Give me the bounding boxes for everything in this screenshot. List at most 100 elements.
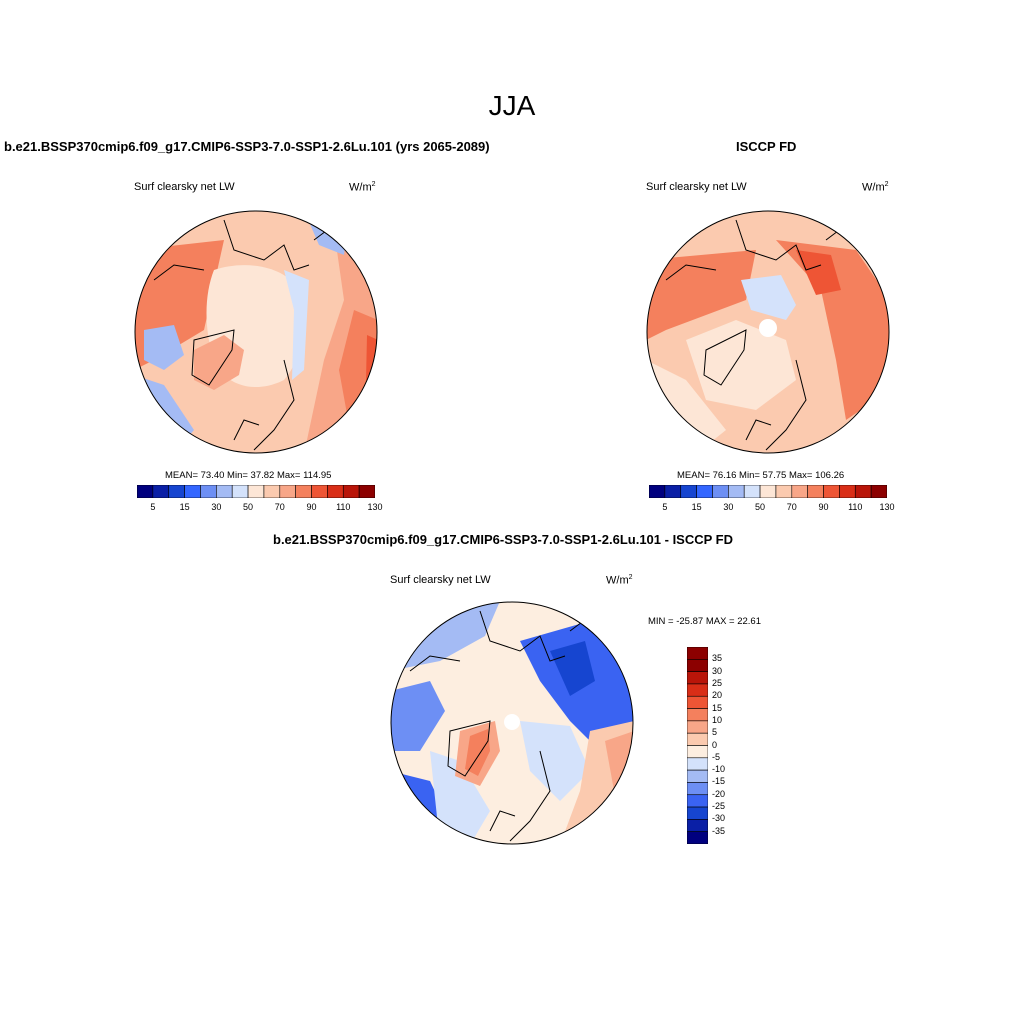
diff-pole-gap: [504, 714, 520, 730]
diff-colorbar-tick-label: 15: [712, 702, 723, 713]
obs-colorbar-tick-label: 50: [755, 502, 766, 512]
model-colorbar-box: [295, 485, 312, 498]
obs-polar-map: [646, 210, 890, 454]
model-colorbar-tick-label: 30: [211, 502, 222, 512]
model-polar-map: [134, 210, 378, 454]
model-colorbar-box: [216, 485, 233, 498]
diff-polar-map: [390, 601, 634, 845]
obs-panel-title: ISCCP FD: [736, 139, 797, 154]
obs-pole-gap: [759, 319, 777, 337]
diff-map-border: [390, 601, 634, 845]
model-colorbar-tick-label: 90: [306, 502, 317, 512]
diff-field-region: [391, 801, 430, 844]
diff-colorbar-box: [687, 819, 708, 832]
diff-colorbar-tick-label: 25: [712, 677, 723, 688]
model-colorbar-box: [247, 485, 265, 498]
model-colorbar-tick-label: 130: [367, 502, 383, 512]
obs-colorbar: [649, 485, 887, 498]
obs-colorbar-box: [664, 485, 682, 498]
obs-colorbar-box: [807, 485, 824, 498]
model-colorbar-tick-label: 70: [274, 502, 285, 512]
model-colorbar-box: [327, 485, 344, 498]
diff-field-region: [550, 641, 595, 696]
obs-colorbar-ticks: 5 15 30 50 70 90 110 130: [649, 502, 894, 516]
model-colorbar-box: [279, 485, 296, 498]
model-coastline: [153, 219, 335, 451]
obs-colorbar-tick-label: 110: [848, 502, 863, 512]
model-colorbar: [137, 485, 375, 498]
model-map-border: [134, 210, 378, 454]
obs-colorbar-box: [696, 485, 713, 498]
obs-field-region: [686, 320, 796, 410]
diff-colorbar-tick-label: 10: [712, 714, 723, 725]
model-units-label: W/m2: [349, 181, 376, 194]
obs-colorbar-tick-label: 5: [662, 502, 668, 512]
model-panel-title: b.e21.BSSP370cmip6.f09_g17.CMIP6-SSP3-7.…: [4, 139, 490, 154]
diff-colorbar-tick-label: 35: [712, 653, 723, 664]
obs-colorbar-box: [791, 485, 808, 498]
diff-colorbar-box: [687, 683, 708, 697]
obs-colorbar-box: [728, 485, 745, 498]
model-colorbar-tick-label: 5: [150, 502, 156, 512]
diff-colorbar-tick-label: 0: [712, 739, 718, 750]
diff-colorbar-tick-label: 20: [712, 690, 723, 701]
diff-colorbar-box: [687, 720, 708, 734]
model-colorbar-tick-label: 110: [336, 502, 351, 512]
figure-title: JJA: [488, 90, 536, 121]
obs-colorbar-box: [743, 485, 761, 498]
diff-colorbar-tick-label: -20: [712, 788, 726, 799]
diff-colorbar-box: [687, 671, 708, 685]
model-colorbar-box: [263, 485, 281, 498]
diff-colorbar-tick-label: -10: [712, 764, 726, 775]
diff-coastline: [409, 610, 591, 842]
obs-colorbar-box: [775, 485, 793, 498]
model-colorbar-box: [152, 485, 170, 498]
obs-field-region: [776, 240, 889, 420]
diff-colorbar-tick-label: -35: [712, 825, 726, 836]
obs-colorbar-box: [712, 485, 729, 498]
diff-colorbar-tick-label: -5: [712, 751, 721, 762]
diff-colorbar: [687, 647, 708, 844]
diff-colorbar-tick-label: 5: [712, 727, 718, 738]
obs-units-label: W/m2: [862, 181, 889, 194]
diff-field-region: [391, 681, 445, 751]
obs-colorbar-box: [680, 485, 697, 498]
model-colorbar-box: [137, 485, 154, 498]
obs-colorbar-box: [839, 485, 856, 498]
model-field-region: [144, 325, 184, 370]
model-colorbar-box: [200, 485, 217, 498]
diff-field-region: [430, 751, 490, 844]
diff-field-region: [520, 721, 590, 801]
model-colorbar-box: [358, 485, 375, 498]
obs-colorbar-box: [823, 485, 840, 498]
diff-stats: MIN = -25.87 MAX = 22.61: [648, 616, 762, 627]
obs-colorbar-tick-label: 130: [879, 502, 895, 512]
obs-coastline: [703, 329, 747, 386]
diff-colorbar-box: [687, 757, 708, 771]
diff-colorbar-box: [687, 647, 708, 660]
model-field-region: [194, 335, 244, 390]
model-colorbar-box: [231, 485, 249, 498]
model-colorbar-ticks: 5 15 30 50 70 90 110 130: [137, 502, 382, 516]
diff-coastline: [447, 720, 491, 777]
obs-field-region: [647, 250, 756, 340]
diff-colorbar-box: [687, 806, 708, 820]
obs-field-region: [796, 250, 841, 295]
obs-colorbar-tick-label: 15: [691, 502, 702, 512]
obs-colorbar-box: [649, 485, 666, 498]
model-colorbar-box: [311, 485, 328, 498]
model-colorbar-box: [342, 485, 360, 498]
model-colorbar-box: [168, 485, 185, 498]
diff-colorbar-box: [687, 708, 708, 722]
obs-colorbar-tick-label: 30: [723, 502, 734, 512]
obs-coastline: [665, 219, 847, 451]
diff-colorbar-tick-label: -25: [712, 801, 726, 812]
diff-colorbar-box: [687, 745, 708, 759]
diff-colorbar-box: [687, 695, 708, 709]
obs-colorbar-tick-label: 70: [786, 502, 797, 512]
diff-units-label: W/m2: [606, 574, 633, 587]
diff-colorbar-box: [687, 659, 708, 672]
diff-colorbar-tick-label: -15: [712, 776, 726, 787]
obs-stats: MEAN= 76.16 Min= 57.75 Max= 106.26: [677, 470, 845, 481]
diff-colorbar-tick-label: -30: [712, 813, 726, 824]
